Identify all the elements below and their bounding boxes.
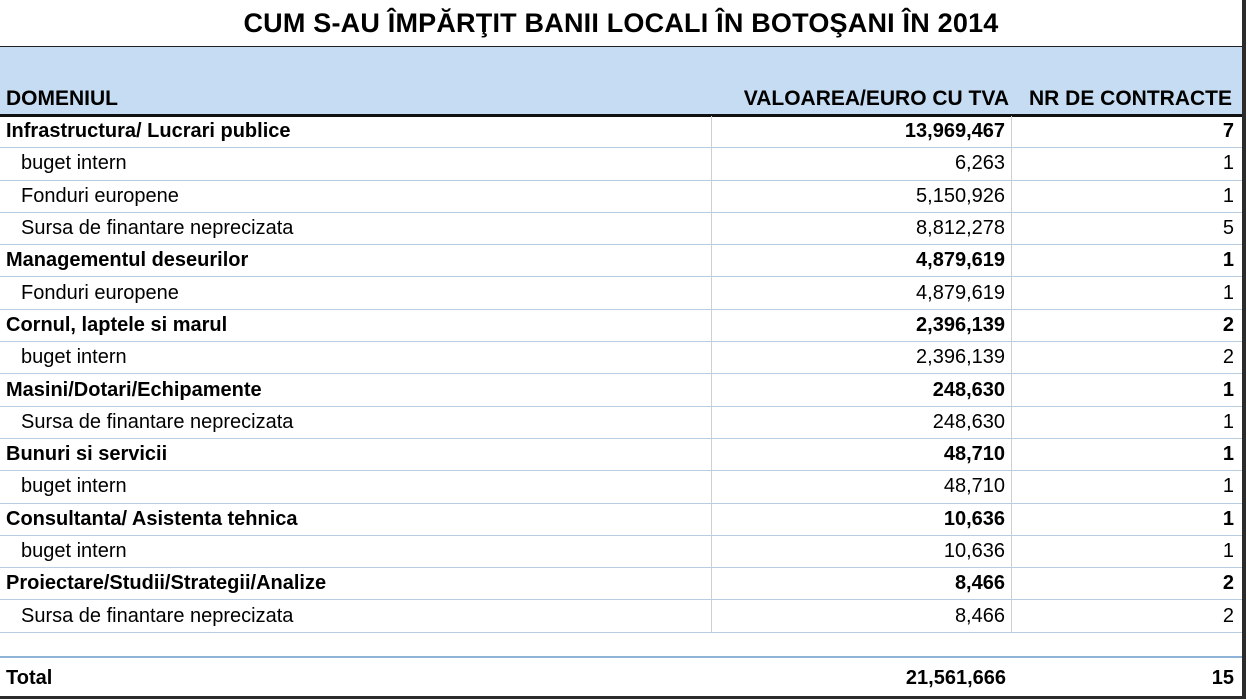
- row-contracts: 1: [1222, 475, 1234, 498]
- row-value: 248,630: [711, 406, 1012, 438]
- row-domain: buget intern: [21, 540, 127, 562]
- table-row: Managementul deseurilor 4,879,619 1: [0, 245, 1242, 278]
- table-row: Fonduri europene 4,879,619 1: [0, 277, 1242, 310]
- row-domain: Masini/Dotari/Echipamente: [6, 378, 262, 401]
- row-value: 10,636: [711, 503, 1012, 535]
- row-value: 5,150,926: [711, 180, 1012, 212]
- row-contracts: 1: [1222, 152, 1234, 175]
- row-value: 248,630: [711, 374, 1012, 406]
- row-domain: Bunuri si servicii: [6, 443, 168, 466]
- row-contracts: 1: [1222, 540, 1234, 562]
- row-domain: Cornul, laptele si marul: [6, 313, 228, 336]
- row-contracts: 2: [1222, 604, 1234, 627]
- header-contracts: NR DE CONTRACTE: [1029, 87, 1232, 110]
- row-domain: Sursa de finantare neprecizata: [21, 217, 294, 240]
- table-row: buget intern 10,636 1: [0, 535, 1242, 569]
- total-contracts: 15: [1211, 666, 1234, 689]
- row-contracts: 1: [1222, 410, 1234, 433]
- row-domain: Fonduri europene: [21, 281, 179, 304]
- table-row: Bunuri si servicii 48,710 1: [0, 438, 1242, 472]
- row-domain: Sursa de finantare neprecizata: [21, 410, 294, 433]
- row-contracts: 2: [1222, 346, 1234, 369]
- total-label: Total: [6, 666, 53, 689]
- row-domain: Managementul deseurilor: [6, 249, 249, 272]
- row-domain: Infrastructura/ Lucrari publice: [6, 120, 291, 143]
- row-value: 4,879,619: [711, 245, 1012, 277]
- row-value: 10,636: [711, 535, 1012, 568]
- row-value: 48,710: [711, 438, 1012, 471]
- header-domain: DOMENIUL: [6, 87, 118, 110]
- table-row: Infrastructura/ Lucrari publice 13,969,46…: [0, 116, 1242, 149]
- table-row: buget intern 48,710 1: [0, 471, 1242, 504]
- row-value: 6,263: [711, 148, 1012, 180]
- table-row: Cornul, laptele si marul 2,396,139 2: [0, 309, 1242, 343]
- table-row: buget intern 2,396,139 2: [0, 342, 1242, 375]
- row-contracts: 1: [1222, 281, 1234, 304]
- row-contracts: 2: [1222, 313, 1234, 336]
- row-value: 48,710: [711, 471, 1012, 503]
- row-value: 4,879,619: [711, 277, 1012, 309]
- row-domain: Proiectare/Studii/Strategii/Analize: [6, 572, 327, 595]
- row-contracts: 7: [1222, 120, 1234, 143]
- row-contracts: 1: [1222, 507, 1234, 530]
- table-body: Infrastructura/ Lucrari publice 13,969,46…: [0, 116, 1242, 633]
- table-row: Sursa de finantare neprecizata 8,812,278 5: [0, 212, 1242, 246]
- row-contracts: 1: [1222, 184, 1234, 207]
- row-domain: Sursa de finantare neprecizata: [21, 604, 294, 627]
- header-value: VALOAREA/EURO CU TVA: [743, 87, 1009, 110]
- row-domain: buget intern: [21, 152, 127, 175]
- row-value: 8,466: [711, 568, 1012, 600]
- table-row: Fonduri europene 5,150,926 1: [0, 180, 1242, 213]
- table-row: Sursa de finantare neprecizata 248,630 1: [0, 406, 1242, 439]
- table-header: DOMENIUL VALOAREA/EURO CU TVA NR DE CONT…: [0, 47, 1242, 117]
- table-row: Masini/Dotari/Echipamente 248,630 1: [0, 374, 1242, 407]
- total-value: 21,561,666: [905, 666, 1006, 689]
- row-value: 8,466: [711, 600, 1012, 632]
- row-contracts: 2: [1222, 572, 1234, 595]
- row-contracts: 1: [1222, 378, 1234, 401]
- table-row: Consultanta/ Asistenta tehnica 10,636 1: [0, 503, 1242, 536]
- row-value: 8,812,278: [711, 212, 1012, 245]
- total-row: Total 21,561,666 15: [0, 656, 1242, 698]
- row-domain: buget intern: [21, 475, 127, 498]
- page-title: CUM S-AU ÎMPĂRŢIT BANII LOCALI ÎN BOTOŞA…: [0, 0, 1242, 49]
- row-value: 13,969,467: [711, 116, 1012, 148]
- row-contracts: 5: [1222, 217, 1234, 240]
- row-domain: Fonduri europene: [21, 184, 179, 207]
- row-contracts: 1: [1222, 249, 1234, 272]
- row-domain: Consultanta/ Asistenta tehnica: [6, 507, 298, 530]
- row-contracts: 1: [1222, 443, 1234, 466]
- row-value: 2,396,139: [711, 342, 1012, 374]
- table-row: Sursa de finantare neprecizata 8,466 2: [0, 600, 1242, 633]
- table-row: buget intern 6,263 1: [0, 148, 1242, 181]
- row-domain: buget intern: [21, 346, 127, 369]
- table-row: Proiectare/Studii/Strategii/Analize 8,466…: [0, 568, 1242, 601]
- row-value: 2,396,139: [711, 309, 1012, 342]
